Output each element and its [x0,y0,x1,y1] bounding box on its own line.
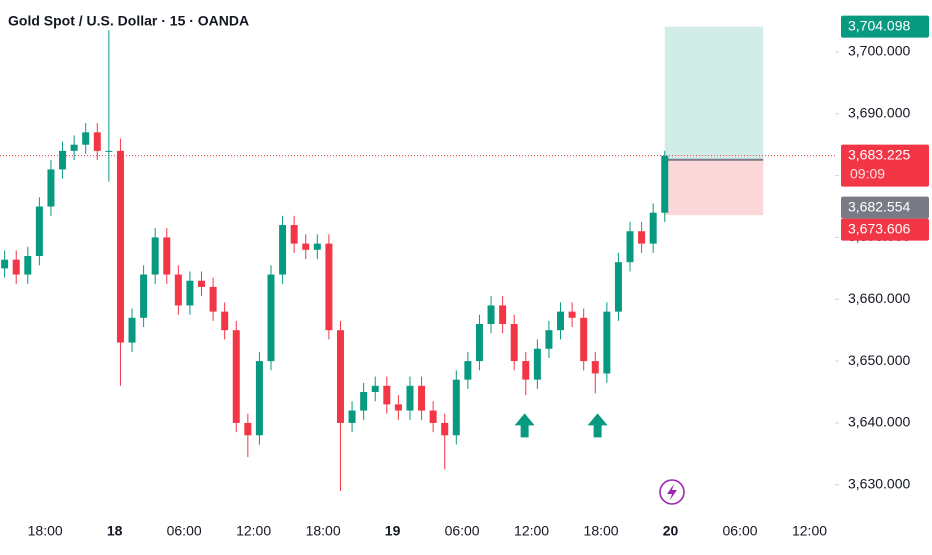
x-tick-label: 06:00 [167,523,202,539]
candle-body [1,259,9,269]
chart-title: Gold Spot / U.S. Dollar · 15 · OANDA [8,13,249,29]
candle-body [348,410,356,423]
x-tick-label: 20 [663,523,679,539]
candle-body [336,330,344,423]
price-tag-label: 3,673.606 [848,220,910,236]
candle-body [441,422,449,436]
candle-body [105,150,113,152]
profit-zone [664,26,764,160]
candle-body [232,330,240,423]
candle-body [371,385,379,393]
y-tick-label: 3,690.000 [848,104,910,120]
candle-body [475,323,483,362]
candle-body [267,274,275,362]
candle-body [186,280,194,306]
x-tick-label: 06:00 [723,523,758,539]
loss-zone [664,159,764,216]
candle-body [198,280,206,287]
candle-body [244,422,252,436]
candle-body [638,231,646,244]
x-tick-label: 18:00 [306,523,341,539]
alert-icon[interactable] [659,479,685,505]
up-arrow [514,413,535,438]
icon-bolt [667,484,677,500]
candle-body [302,243,310,250]
y-tick-label: 3,640.000 [848,414,910,430]
candle-body [464,361,472,380]
candle-body [221,311,229,331]
x-tick-label: 18 [107,523,123,539]
candle-body [603,311,611,374]
plot-area [0,26,835,491]
candle-body [533,348,541,380]
candle-body [47,169,55,207]
candle-body [128,317,136,343]
x-tick-label: 12:00 [514,523,549,539]
countdown-label: 09:09 [850,165,885,181]
candle-body [151,237,159,275]
candle-body [174,274,182,306]
price-tag-label: 3,704.098 [848,17,910,33]
candle-body [568,311,576,318]
candle-body [59,150,67,170]
candle-body [209,286,217,312]
x-tick-label: 18:00 [584,523,619,539]
candle-body [279,225,287,275]
candle-body [290,225,298,244]
y-tick-label: 3,660.000 [848,290,910,306]
x-tick-label: 18:00 [28,523,63,539]
candle-body [418,385,426,411]
candle-body [510,323,518,362]
candle-body [383,385,391,405]
candle-body [12,259,20,275]
candle-body [499,305,507,324]
candle-body [545,330,553,349]
x-tick-label: 06:00 [445,523,480,539]
candle-body [522,361,530,380]
candle-body [591,361,599,374]
candle-body [406,385,414,411]
candle-body [313,243,321,250]
candle-body [649,212,657,244]
candle-body [82,132,90,145]
candle-body [394,404,402,411]
candle-body [557,311,565,331]
candle-body [325,243,333,331]
candle-body [140,274,148,318]
price-tag [841,15,929,38]
candle-body [626,231,634,263]
candle-body [614,262,622,312]
candle-body [429,410,437,423]
price-tag [841,196,929,219]
y-tick-label: 3,630.000 [848,475,910,491]
candle-body [163,237,171,275]
y-tick-label: 3,650.000 [848,352,910,368]
candle-body [70,144,78,151]
candle-body [24,255,32,275]
x-tick-label: 19 [385,523,401,539]
price-tag [841,144,929,187]
candle-body [35,206,43,256]
candle-body [116,150,124,343]
candle-body [580,317,588,362]
x-tick-label: 12:00 [792,523,827,539]
candle-body [93,132,101,151]
up-arrow [587,413,608,438]
y-tick-label: 3,700.000 [848,43,910,59]
candle-body [360,392,368,411]
price-tag-label: 3,682.554 [848,198,910,214]
axes: 3,630.000 3,640.000 3,650.000 3,660.000 3,67… [28,15,929,539]
candle-body [452,379,460,436]
price-tag-label: 3,683.225 [848,146,910,162]
candle-body [661,155,669,213]
candle-body [255,361,263,436]
x-tick-label: 12:00 [236,523,271,539]
price-tag [841,218,929,241]
candle-body [487,305,495,324]
